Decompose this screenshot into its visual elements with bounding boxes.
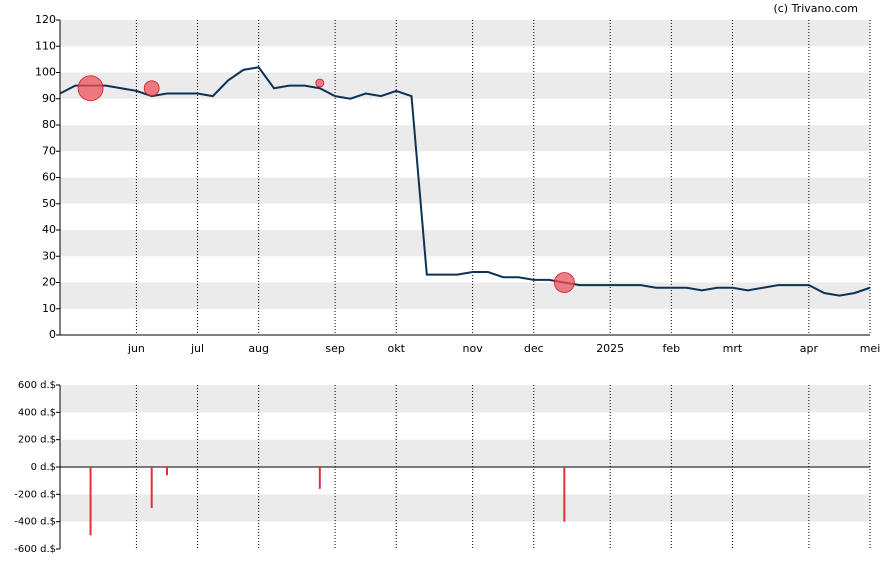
y-tick-label: 600 d.$ bbox=[18, 380, 56, 391]
y-tick-label: 30 bbox=[42, 249, 56, 262]
x-tick-label: okt bbox=[388, 342, 406, 355]
y-tick-label: 100 bbox=[35, 66, 56, 79]
bar bbox=[150, 467, 153, 508]
grid-band bbox=[60, 72, 870, 99]
x-tick-label: sep bbox=[325, 342, 344, 355]
y-tick-label: 10 bbox=[42, 302, 56, 315]
bar bbox=[563, 467, 566, 522]
grid-band bbox=[60, 177, 870, 204]
x-tick-label: nov bbox=[463, 342, 484, 355]
bar bbox=[165, 467, 168, 476]
y-tick-label: 60 bbox=[42, 171, 56, 184]
y-tick-label: -400 d.$ bbox=[14, 517, 56, 528]
x-tick-label: feb bbox=[663, 342, 681, 355]
x-tick-label: aug bbox=[248, 342, 269, 355]
grid-band bbox=[60, 439, 870, 467]
y-tick-label: 0 d.$ bbox=[31, 462, 56, 473]
grid-band bbox=[60, 494, 870, 522]
grid-band bbox=[60, 282, 870, 309]
trade-bubble bbox=[143, 80, 160, 97]
grid-band bbox=[60, 125, 870, 152]
trade-bubble bbox=[553, 272, 575, 293]
y-tick-label: 200 d.$ bbox=[18, 435, 56, 446]
grid-band bbox=[60, 20, 870, 47]
grid-band bbox=[60, 230, 870, 257]
bar bbox=[89, 467, 92, 536]
x-tick-label: 2025 bbox=[596, 342, 624, 355]
x-tick-label: dec bbox=[524, 342, 544, 355]
trade-bubble bbox=[315, 78, 325, 88]
y-tick-label: 70 bbox=[42, 144, 56, 157]
x-tick-label: jul bbox=[190, 342, 204, 355]
y-tick-label: 50 bbox=[42, 197, 56, 210]
trade-bubble bbox=[77, 75, 104, 102]
y-tick-label: 20 bbox=[42, 276, 56, 289]
price-line bbox=[59, 66, 871, 297]
y-tick-label: 400 d.$ bbox=[18, 407, 56, 418]
y-tick-label: 0 bbox=[49, 328, 56, 341]
y-tick-label: 110 bbox=[35, 39, 56, 52]
x-tick-label: jun bbox=[127, 342, 145, 355]
source: (c) Trivano.com bbox=[773, 2, 858, 15]
y-tick-label: -200 d.$ bbox=[14, 489, 56, 500]
bar bbox=[318, 467, 321, 489]
x-tick-label: mei bbox=[860, 342, 881, 355]
y-tick-label: 40 bbox=[42, 223, 56, 236]
y-tick-label: -600 d.$ bbox=[14, 544, 56, 555]
x-tick-label: mrt bbox=[723, 342, 743, 355]
y-tick-label: 80 bbox=[42, 118, 56, 131]
x-tick-label: apr bbox=[800, 342, 819, 355]
y-tick-label: 90 bbox=[42, 92, 56, 105]
y-tick-label: 120 bbox=[35, 13, 56, 26]
grid-band bbox=[60, 385, 870, 413]
